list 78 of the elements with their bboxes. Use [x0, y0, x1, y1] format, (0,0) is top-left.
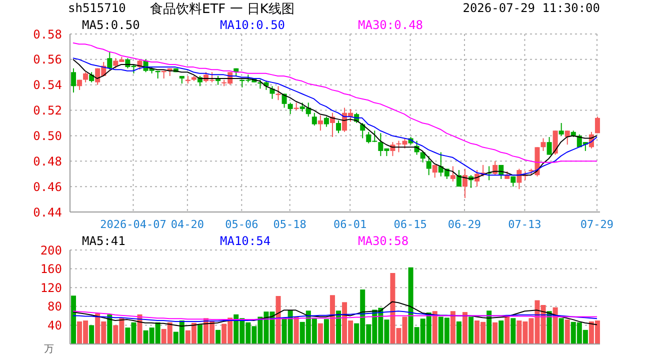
x-tick-label: 06-29: [448, 218, 482, 231]
candlestick: [492, 160, 498, 176]
y-tick-label: 0.58: [33, 27, 62, 42]
bar: [462, 312, 468, 344]
bar: [486, 310, 492, 344]
bar: [492, 322, 498, 344]
y-tick-label: 120: [40, 280, 62, 295]
y-tick-label: 0.48: [33, 154, 62, 168]
candlestick: [564, 130, 570, 146]
bar: [510, 318, 516, 344]
candlestick: [288, 102, 293, 115]
y-tick-label: 0.46: [33, 180, 62, 194]
y-tick-label: 0.56: [33, 52, 62, 67]
y-axis-title: 万: [44, 343, 54, 356]
text: MA5:41: [82, 234, 126, 248]
text: MA30:58: [358, 234, 410, 248]
x-tick-label: 05-06: [225, 218, 258, 231]
bar: [468, 316, 474, 344]
x-tick-label: 07-29: [580, 218, 614, 231]
candlestick: [462, 168, 468, 199]
bar: [432, 311, 438, 344]
bar: [216, 330, 221, 344]
y-tick-label: 160: [40, 262, 62, 276]
text: MA5:0.50: [82, 18, 141, 32]
text: MA30:0.48: [358, 18, 424, 32]
candlestick: [107, 51, 112, 70]
y-tick-label: 0.50: [33, 128, 62, 143]
bar: [336, 310, 341, 344]
y-tick-label: 80: [48, 300, 62, 314]
bar: [504, 316, 510, 344]
y-tick-label: 0.52: [33, 104, 62, 118]
candlestick: [426, 156, 432, 176]
candlestick: [594, 116, 600, 134]
bar: [564, 320, 570, 344]
y-tick-label: 0.44: [33, 205, 62, 220]
y-tick-label: 200: [40, 243, 62, 258]
bar: [558, 318, 564, 344]
x-tick-label: 05-18: [273, 218, 306, 231]
bar: [498, 320, 504, 344]
bar: [89, 325, 94, 344]
bar: [552, 307, 558, 344]
x-tick-label: 07-13: [508, 218, 542, 231]
candlestick: [546, 136, 552, 156]
candlestick: [450, 166, 456, 182]
text: MA10:54: [220, 234, 272, 248]
candlestick: [71, 68, 76, 93]
candlestick: [270, 86, 275, 100]
candlestick: [324, 116, 329, 128]
x-tick-label: 04-20: [170, 218, 204, 231]
x-tick-label: 2026-04-07: [100, 218, 166, 231]
chart-subtitle: sh515710: [68, 1, 126, 15]
candlestick: [312, 112, 317, 126]
bar: [456, 321, 462, 344]
bar: [107, 314, 112, 344]
x-tick-label: 06-01: [333, 218, 367, 231]
candlestick: [336, 120, 341, 134]
bar: [71, 296, 76, 344]
y-tick-label: 0.54: [33, 78, 62, 92]
x-tick-label: 06-15: [394, 218, 427, 231]
candlestick: [540, 138, 546, 152]
bar: [324, 319, 329, 344]
bar: [318, 323, 323, 344]
bar: [450, 311, 456, 344]
candlestick: [552, 130, 558, 156]
bar: [330, 295, 335, 344]
chart-title: 食品饮料ETF 一 日K线图: [150, 1, 294, 18]
bar: [294, 316, 299, 344]
candlestick: [318, 114, 323, 132]
candlestick: [558, 122, 564, 136]
bar: [197, 324, 202, 344]
bar: [276, 296, 281, 344]
candlestick: [89, 72, 94, 83]
candlestick: [432, 164, 438, 178]
text: 2026-07-29 11:30:00: [462, 1, 600, 15]
line-series: [72, 42, 598, 163]
text: MA10:0.50: [220, 18, 286, 32]
candlestick: [83, 72, 88, 83]
y-tick-label: 40: [48, 318, 62, 332]
